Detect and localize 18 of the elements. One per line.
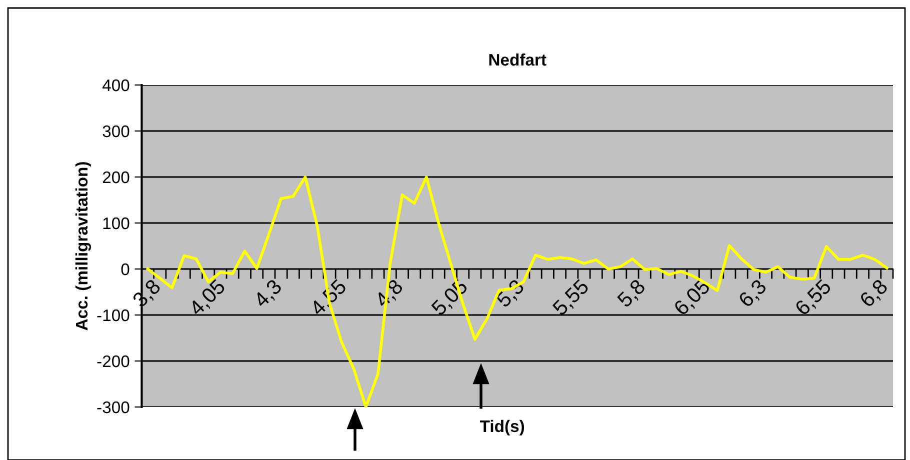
x-tick-label: 5,8 xyxy=(616,278,648,310)
y-axis-title: Acc. (milligravitation) xyxy=(75,162,91,330)
y-tick-label: 400 xyxy=(102,79,130,92)
y-tick-label: -300 xyxy=(97,401,130,414)
y-tick-label: -100 xyxy=(97,309,130,322)
y-tick-label: 200 xyxy=(102,171,130,184)
x-tick-label: 4,05 xyxy=(188,278,228,318)
chart-title: Nedfart xyxy=(489,53,546,66)
y-tick-label: 100 xyxy=(103,217,130,230)
x-tick-label: 6,55 xyxy=(794,278,834,318)
y-tick-label: -200 xyxy=(97,355,130,368)
y-tick-label: 0 xyxy=(121,263,130,276)
x-axis-title: Tid(s) xyxy=(480,420,524,436)
x-tick-label: 6,05 xyxy=(672,278,712,318)
x-tick-label: 4,3 xyxy=(252,278,284,310)
x-tick-label: 6,8 xyxy=(858,278,890,310)
y-tick-label: 300 xyxy=(102,125,130,138)
x-tick-label: 6,3 xyxy=(738,278,769,310)
